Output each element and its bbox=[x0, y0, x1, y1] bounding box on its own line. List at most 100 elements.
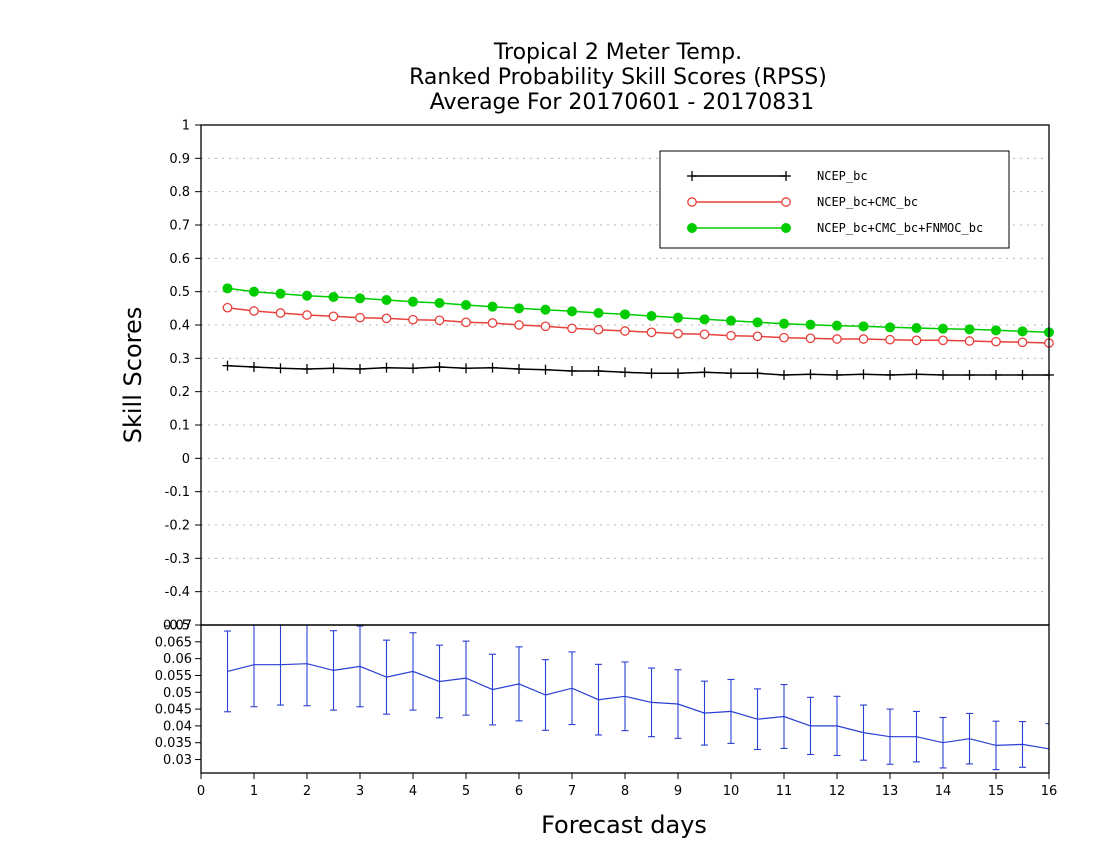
legend-marker bbox=[781, 223, 791, 233]
lower-y-tick-label: 0.05 bbox=[163, 686, 192, 701]
x-tick-label: 15 bbox=[988, 784, 1005, 799]
error-bar bbox=[780, 683, 788, 749]
error-bar bbox=[1045, 723, 1049, 773]
series-2-point bbox=[673, 312, 683, 323]
upper-y-tick-label: 0.8 bbox=[169, 185, 190, 200]
upper-y-tick-label: 1 bbox=[182, 119, 190, 134]
series-2-point bbox=[699, 314, 710, 325]
series-0-point bbox=[328, 363, 339, 374]
lower-series-line bbox=[227, 663, 1049, 750]
series-0-point bbox=[620, 367, 630, 378]
series-1-point bbox=[514, 320, 524, 330]
series-1-point bbox=[673, 328, 683, 339]
legend-item-1: NCEP_bc+CMC_bc bbox=[687, 195, 918, 209]
series-layer bbox=[222, 283, 1054, 380]
series-0-point bbox=[355, 364, 365, 374]
x-tick-label: 8 bbox=[621, 784, 629, 799]
series-1-point bbox=[567, 323, 577, 334]
series-1-point bbox=[275, 308, 286, 318]
legend-marker bbox=[781, 197, 791, 207]
upper-y-tick-label: -0.1 bbox=[165, 485, 190, 500]
series-1-point bbox=[328, 311, 339, 322]
lower-y-tick-label: 0.03 bbox=[163, 753, 192, 768]
error-bar bbox=[383, 639, 390, 715]
series-0-point bbox=[991, 370, 1001, 380]
series-2-point bbox=[434, 298, 445, 308]
error-bar bbox=[542, 659, 549, 731]
x-tick-label: 6 bbox=[515, 784, 523, 799]
legend-marker bbox=[687, 223, 697, 233]
upper-y-tick-label: 0.9 bbox=[169, 152, 190, 167]
series-2-point bbox=[222, 283, 233, 294]
legend-marker bbox=[687, 197, 697, 207]
x-tick-label: 12 bbox=[829, 784, 846, 799]
lower-y-tick-label: 0.035 bbox=[155, 736, 192, 751]
lower-y-tick-label: 0.06 bbox=[163, 652, 192, 667]
y-axis-title: Skill Scores bbox=[119, 307, 147, 444]
series-1-point bbox=[911, 335, 922, 346]
upper-y-tick-label: -0.4 bbox=[165, 585, 190, 600]
upper-y-axis-ticks: -0.5 -0.4 -0.3 -0.2 -0.1 0 0.1 0.2 0.3 0.4 0.5 0.6 0… bbox=[165, 119, 201, 634]
series-0-point bbox=[514, 364, 524, 374]
series-2-point bbox=[328, 292, 339, 302]
series-0-point bbox=[461, 363, 471, 374]
series-1-point bbox=[885, 334, 895, 345]
series-0-point bbox=[487, 362, 498, 373]
error-bar bbox=[250, 625, 258, 708]
series-2-point bbox=[726, 315, 736, 326]
error-bar bbox=[489, 653, 496, 726]
series-0-point bbox=[408, 363, 418, 374]
error-bar bbox=[966, 712, 973, 765]
x-tick-label: 11 bbox=[776, 784, 793, 799]
lower-y-tick-label: 0.07 bbox=[163, 619, 192, 634]
series-2-point bbox=[514, 303, 524, 314]
error-bar bbox=[860, 704, 867, 761]
x-tick-label: 9 bbox=[674, 784, 682, 799]
upper-y-tick-label: -0.5 bbox=[165, 619, 190, 634]
error-bar bbox=[409, 632, 417, 711]
x-tick-label: 2 bbox=[303, 784, 311, 799]
error-bar bbox=[356, 625, 364, 708]
series-1-point bbox=[222, 302, 233, 313]
series-2-point bbox=[302, 290, 312, 301]
series-2-point bbox=[540, 304, 551, 315]
series-2-point bbox=[991, 325, 1001, 336]
error-bar bbox=[727, 678, 735, 744]
series-0-point bbox=[832, 370, 842, 380]
upper-y-tick-label: -0.2 bbox=[165, 519, 190, 534]
series-1-line bbox=[227, 306, 1050, 344]
upper-y-tick-label: 0.4 bbox=[169, 319, 190, 334]
upper-y-tick-label: 0.5 bbox=[169, 285, 190, 300]
series-2-point bbox=[355, 293, 365, 304]
series-2-point bbox=[779, 318, 789, 329]
series-0-point bbox=[752, 368, 763, 379]
series-1-point bbox=[805, 333, 816, 344]
series-0-point bbox=[434, 362, 445, 372]
series-2-point bbox=[646, 311, 657, 321]
series-0-point bbox=[249, 362, 259, 372]
series-0-point bbox=[540, 364, 551, 375]
error-bar bbox=[224, 630, 231, 713]
error-bar bbox=[701, 680, 708, 746]
series-2-point bbox=[885, 322, 895, 333]
series-2-point bbox=[408, 296, 418, 307]
x-tick-label: 7 bbox=[568, 784, 576, 799]
series-1-point bbox=[752, 331, 763, 342]
x-tick-label: 5 bbox=[462, 784, 470, 799]
upper-y-tick-label: -0.3 bbox=[165, 552, 190, 567]
lower-panel-series bbox=[224, 625, 1049, 773]
legend-marker bbox=[781, 171, 791, 181]
series-1-point bbox=[1017, 337, 1028, 348]
error-bar bbox=[462, 640, 470, 716]
series-0-point bbox=[805, 369, 816, 380]
series-1-point bbox=[938, 335, 948, 346]
series-0-point bbox=[938, 370, 948, 380]
x-tick-label: 0 bbox=[197, 784, 205, 799]
series-2-point bbox=[964, 324, 975, 335]
series-0-point bbox=[222, 360, 233, 371]
series-1-point bbox=[381, 313, 392, 324]
series-1-point bbox=[434, 315, 445, 326]
legend-item-0: NCEP_bc bbox=[687, 169, 868, 183]
series-2-point bbox=[567, 306, 577, 317]
legend-marker bbox=[687, 171, 697, 181]
